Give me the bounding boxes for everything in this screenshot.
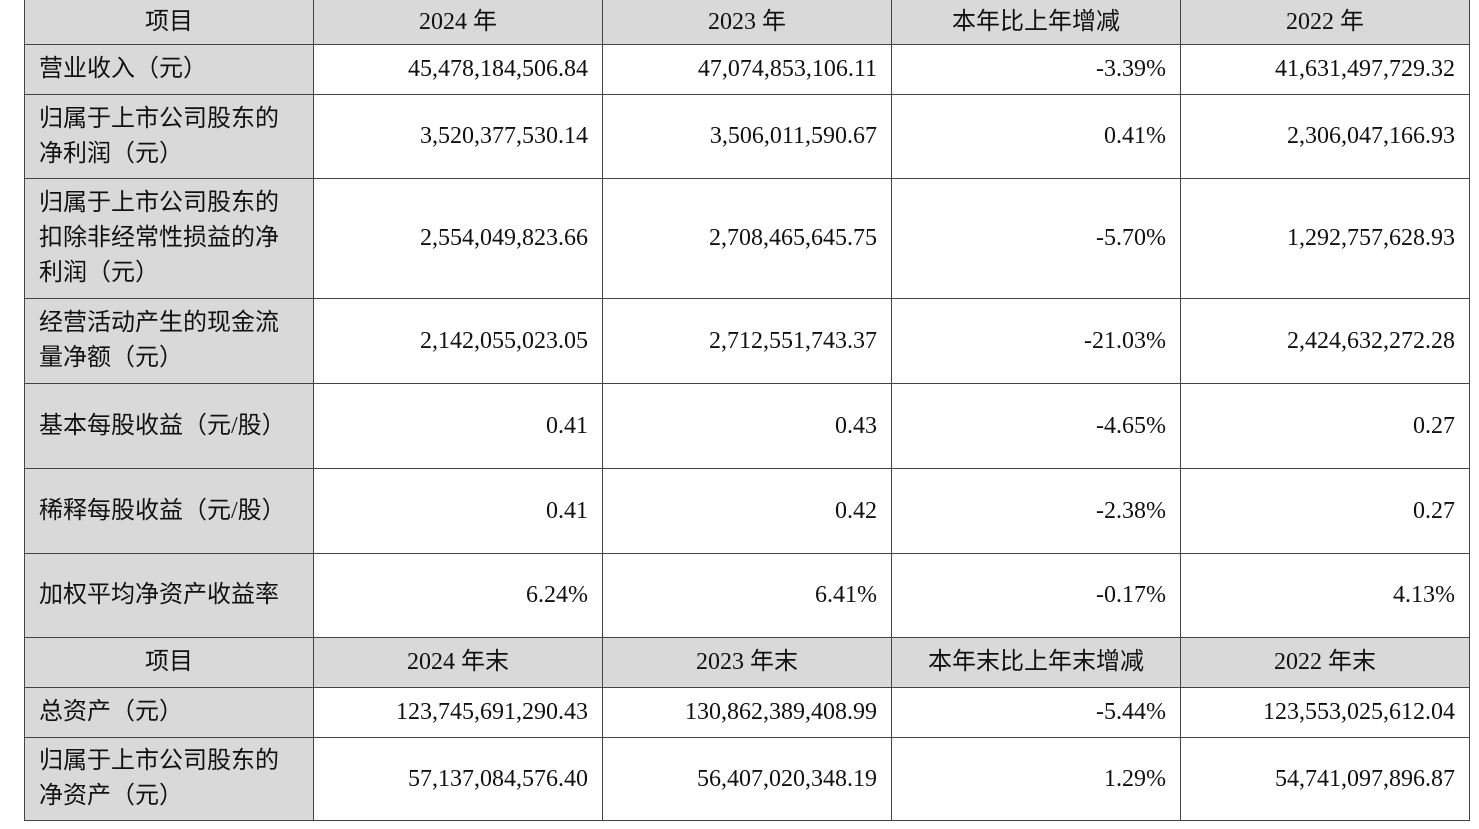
value-cell: -0.17% <box>891 553 1181 638</box>
value-cell: 0.27 <box>1180 468 1470 554</box>
value-cell: 4.13% <box>1180 553 1470 638</box>
table-row: 归属于上市公司股东的扣除非经常性损益的净利润（元） 2,554,049,823.6… <box>24 178 1470 299</box>
value-cell: 3,506,011,590.67 <box>602 94 892 179</box>
row-label: 归属于上市公司股东的扣除非经常性损益的净利润（元） <box>24 178 314 299</box>
row-label: 营业收入（元） <box>24 44 314 95</box>
value-cell: 47,074,853,106.11 <box>602 44 892 95</box>
value-cell: 130,862,389,408.99 <box>602 687 892 738</box>
value-cell: 0.27 <box>1180 383 1470 469</box>
column-header-item: 项目 <box>24 637 314 688</box>
table-row: 经营活动产生的现金流量净额（元） 2,142,055,023.05 2,712,55… <box>24 298 1470 384</box>
table-row: 归属于上市公司股东的净资产（元） 57,137,084,576.40 56,407,… <box>24 737 1470 821</box>
column-header: 本年末比上年末增减 <box>891 637 1181 688</box>
value-cell: 41,631,497,729.32 <box>1180 44 1470 95</box>
value-cell: 56,407,020,348.19 <box>602 737 892 821</box>
column-header-item: 项目 <box>24 0 314 45</box>
value-cell: 1,292,757,628.93 <box>1180 178 1470 299</box>
row-label: 总资产（元） <box>24 687 314 738</box>
column-header: 2023 年 <box>602 0 892 45</box>
value-cell: 0.43 <box>602 383 892 469</box>
value-cell: 54,741,097,896.87 <box>1180 737 1470 821</box>
row-label: 稀释每股收益（元/股） <box>24 468 314 554</box>
value-cell: -21.03% <box>891 298 1181 384</box>
row-label: 基本每股收益（元/股） <box>24 383 314 469</box>
value-cell: 123,553,025,612.04 <box>1180 687 1470 738</box>
table-row: 归属于上市公司股东的净利润（元） 3,520,377,530.14 3,506,01… <box>24 94 1470 179</box>
value-cell: -2.38% <box>891 468 1181 554</box>
value-cell: 2,306,047,166.93 <box>1180 94 1470 179</box>
value-cell: 2,708,465,645.75 <box>602 178 892 299</box>
column-header: 2024 年末 <box>313 637 603 688</box>
header-row: 项目 2024 年末 2023 年末 本年末比上年末增减 2022 年末 <box>24 637 1470 688</box>
value-cell: 2,712,551,743.37 <box>602 298 892 384</box>
value-cell: 0.41 <box>313 468 603 554</box>
value-cell: 2,142,055,023.05 <box>313 298 603 384</box>
value-cell: 0.42 <box>602 468 892 554</box>
value-cell: 57,137,084,576.40 <box>313 737 603 821</box>
row-label: 归属于上市公司股东的净利润（元） <box>24 94 314 179</box>
value-cell: -5.44% <box>891 687 1181 738</box>
value-cell: 0.41% <box>891 94 1181 179</box>
value-cell: 6.24% <box>313 553 603 638</box>
value-cell: 3,520,377,530.14 <box>313 94 603 179</box>
table-row: 总资产（元） 123,745,691,290.43 130,862,389,408.… <box>24 687 1470 738</box>
row-label: 经营活动产生的现金流量净额（元） <box>24 298 314 384</box>
header-row: 项目 2024 年 2023 年本年比上年增减 2022 年 <box>24 0 1470 45</box>
column-header: 2024 年 <box>313 0 603 45</box>
value-cell: 2,554,049,823.66 <box>313 178 603 299</box>
value-cell: -4.65% <box>891 383 1181 469</box>
value-cell: -5.70% <box>891 178 1181 299</box>
row-label: 加权平均净资产收益率 <box>24 553 314 638</box>
table-row: 基本每股收益（元/股） 0.41 0.43 -4.65% 0.27 <box>24 383 1470 469</box>
value-cell: 1.29% <box>891 737 1181 821</box>
table-row: 稀释每股收益（元/股） 0.41 0.42 -2.38% 0.27 <box>24 468 1470 554</box>
column-header: 2022 年 <box>1180 0 1470 45</box>
table-row: 营业收入（元） 45,478,184,506.84 47,074,853,106.1… <box>24 44 1470 95</box>
value-cell: 123,745,691,290.43 <box>313 687 603 738</box>
column-header: 本年比上年增减 <box>891 0 1181 45</box>
value-cell: -3.39% <box>891 44 1181 95</box>
value-cell: 6.41% <box>602 553 892 638</box>
value-cell: 2,424,632,272.28 <box>1180 298 1470 384</box>
table-row: 加权平均净资产收益率 6.24% 6.41% -0.17% 4.13% <box>24 553 1470 638</box>
column-header: 2023 年末 <box>602 637 892 688</box>
column-header: 2022 年末 <box>1180 637 1470 688</box>
value-cell: 0.41 <box>313 383 603 469</box>
row-label: 归属于上市公司股东的净资产（元） <box>24 737 314 821</box>
financial-data-table: 项目 2024 年 2023 年本年比上年增减 2022 年营业收入（元） 45,478… <box>24 0 1470 821</box>
value-cell: 45,478,184,506.84 <box>313 44 603 95</box>
